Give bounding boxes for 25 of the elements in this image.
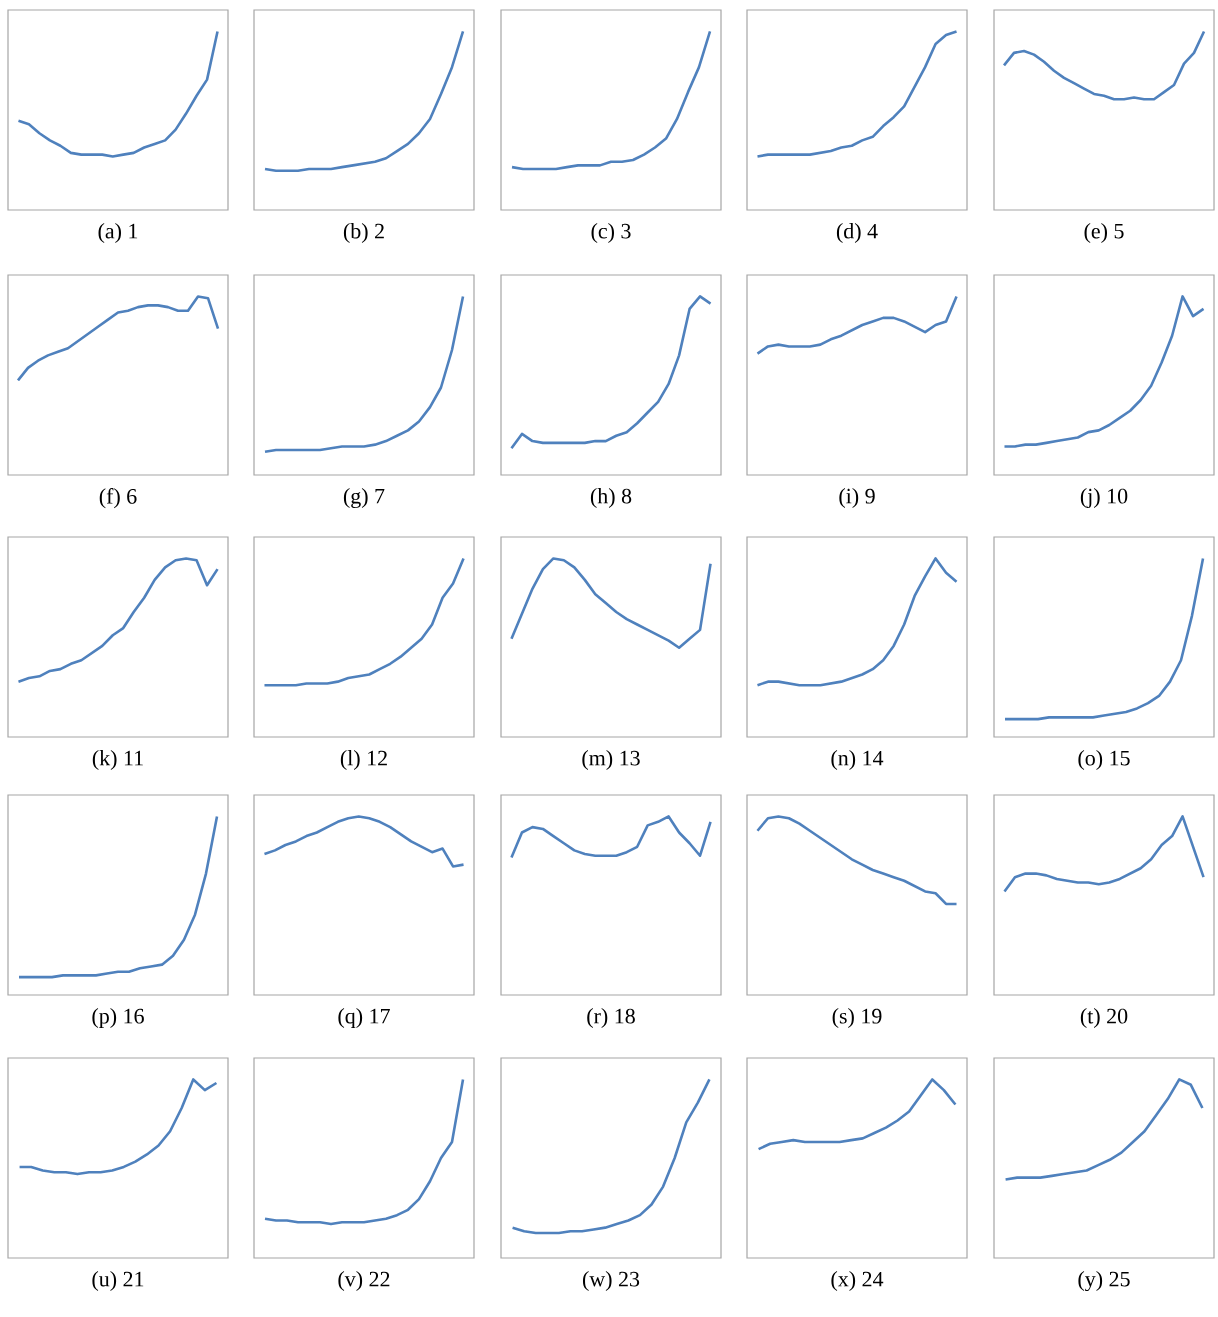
text: (h) 8	[590, 488, 632, 509]
text: (q) 17	[338, 1008, 390, 1029]
text: (w) 23	[582, 1271, 640, 1292]
text: (x) 24	[831, 1271, 884, 1292]
text: (i) 9	[839, 488, 875, 509]
text: (d) 4	[836, 223, 878, 244]
text: (j) 10	[1080, 488, 1128, 509]
text: (e) 5	[1084, 223, 1124, 244]
text: (g) 7	[343, 488, 385, 509]
text: (f) 6	[99, 488, 137, 509]
text: (b) 2	[343, 223, 384, 244]
text: (m) 13	[582, 750, 640, 771]
text: (r) 18	[587, 1008, 635, 1029]
text: (s) 19	[832, 1008, 882, 1029]
text: (a) 1	[98, 223, 138, 244]
text: (v) 22	[338, 1271, 390, 1292]
text: (y) 25	[1078, 1271, 1130, 1292]
text: (l) 12	[340, 750, 387, 771]
text: (t) 20	[1080, 1008, 1128, 1029]
text: (o) 15	[1078, 750, 1130, 771]
text: (p) 16	[92, 1008, 144, 1029]
text: (u) 21	[92, 1271, 144, 1292]
text: (k) 11	[92, 750, 143, 771]
text: (n) 14	[831, 750, 884, 771]
text: (c) 3	[591, 223, 631, 244]
